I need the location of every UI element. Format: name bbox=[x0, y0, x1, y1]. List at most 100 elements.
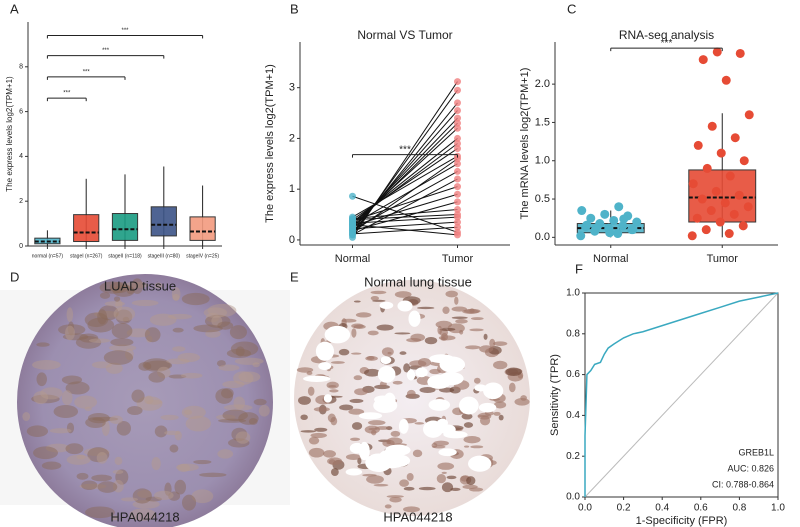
panel-label: A bbox=[10, 1, 19, 16]
point bbox=[730, 133, 740, 143]
y-tick-label: 6 bbox=[19, 108, 23, 115]
annotation: CI: 0.788-0.864 bbox=[712, 479, 774, 489]
tissue-spot bbox=[193, 324, 223, 333]
tissue-spot bbox=[65, 381, 90, 395]
point bbox=[614, 202, 624, 212]
tissue-spot bbox=[345, 453, 362, 460]
tissue-spot bbox=[366, 475, 384, 484]
tissue-spot bbox=[314, 427, 328, 432]
alveolus bbox=[303, 375, 331, 382]
point bbox=[613, 229, 623, 239]
point bbox=[697, 194, 707, 204]
box bbox=[189, 216, 216, 241]
point bbox=[712, 47, 722, 57]
tissue-spot bbox=[437, 325, 443, 335]
y-axis-label: Sensitivity (TPR) bbox=[549, 354, 561, 436]
tissue-spot bbox=[351, 422, 363, 430]
tissue-spot bbox=[110, 338, 134, 347]
point bbox=[618, 221, 628, 231]
tissue-spot bbox=[446, 475, 457, 480]
tissue-spot bbox=[111, 323, 133, 339]
y-tick-label: 0.8 bbox=[566, 328, 580, 339]
tissue-spot bbox=[129, 508, 157, 521]
alveolus bbox=[428, 398, 451, 411]
tissue-spot bbox=[441, 482, 454, 493]
tissue-spot bbox=[91, 474, 112, 482]
point bbox=[609, 215, 619, 225]
tissue-spot bbox=[403, 363, 411, 373]
y-tick-label: 2.0 bbox=[535, 78, 550, 90]
x-tick-label: Normal bbox=[593, 253, 628, 265]
significance-label: *** bbox=[121, 28, 129, 34]
tissue-spot bbox=[384, 504, 392, 509]
tissue-spot bbox=[406, 389, 416, 398]
tissue-spot bbox=[381, 347, 394, 357]
tissue-spot bbox=[296, 367, 314, 373]
pair-line bbox=[352, 216, 458, 224]
tissue-spot bbox=[441, 333, 448, 341]
tissue-spot bbox=[455, 319, 468, 324]
point bbox=[582, 220, 592, 230]
y-tick-label: 1.5 bbox=[535, 116, 550, 128]
tissue-spot bbox=[181, 292, 210, 306]
y-tick-label: 0.0 bbox=[535, 231, 550, 243]
alveolus bbox=[318, 362, 332, 371]
alveolus bbox=[378, 456, 405, 469]
annotation: AUC: 0.826 bbox=[727, 463, 774, 473]
tissue-spot bbox=[370, 290, 387, 295]
tissue-spot bbox=[126, 328, 151, 338]
tissue-spot bbox=[339, 404, 354, 411]
alveolus bbox=[483, 382, 504, 400]
tissue-spot bbox=[22, 412, 31, 422]
tissue-spot bbox=[373, 483, 389, 487]
tissue-spot bbox=[330, 416, 338, 426]
tissue-spot bbox=[432, 445, 446, 449]
point bbox=[716, 148, 726, 158]
point bbox=[586, 213, 596, 223]
point bbox=[600, 209, 610, 219]
tissue-spot bbox=[498, 414, 504, 421]
tissue-spot bbox=[131, 299, 159, 307]
point bbox=[693, 140, 703, 150]
tissue-spot bbox=[181, 405, 206, 419]
tissue-spot bbox=[370, 295, 379, 301]
tissue-spot bbox=[505, 367, 522, 377]
tissue-spot bbox=[351, 323, 364, 329]
tissue-spot bbox=[89, 338, 111, 343]
tissue-spot bbox=[174, 479, 187, 495]
point bbox=[454, 167, 461, 175]
chart-title: RNA-seq analysis bbox=[619, 28, 714, 42]
alveolus bbox=[429, 354, 455, 364]
point bbox=[454, 99, 461, 107]
point bbox=[454, 190, 461, 198]
alveolus bbox=[397, 300, 413, 312]
tissue-spot bbox=[132, 488, 152, 504]
tissue-spot bbox=[508, 382, 516, 393]
tissue-spot bbox=[151, 457, 161, 471]
tissue-spot bbox=[394, 291, 412, 298]
tissue-spot bbox=[116, 421, 131, 436]
y-tick-label: 4 bbox=[19, 153, 23, 160]
tissue-spot bbox=[114, 456, 123, 466]
tissue-spot bbox=[76, 472, 89, 480]
point bbox=[454, 107, 461, 115]
significance-label: *** bbox=[63, 91, 71, 97]
alveolus bbox=[374, 395, 392, 404]
point bbox=[349, 223, 356, 231]
tissue-spot bbox=[53, 405, 79, 418]
x-tick-label: stageII (n=118) bbox=[108, 253, 142, 259]
tissue-spot bbox=[222, 409, 248, 422]
tissue-spot bbox=[300, 414, 308, 421]
point bbox=[724, 229, 734, 239]
x-tick-label: stageIV (n=25) bbox=[186, 253, 219, 259]
tissue-spot bbox=[248, 418, 258, 425]
tissue-spot bbox=[154, 425, 168, 438]
point bbox=[734, 190, 744, 200]
tissue-spot bbox=[166, 358, 190, 365]
tissue-texture bbox=[296, 290, 530, 513]
tissue-spot bbox=[218, 364, 240, 371]
tissue-spot bbox=[477, 415, 490, 418]
tissue-spot bbox=[364, 425, 380, 434]
tissue-spot bbox=[298, 396, 311, 405]
